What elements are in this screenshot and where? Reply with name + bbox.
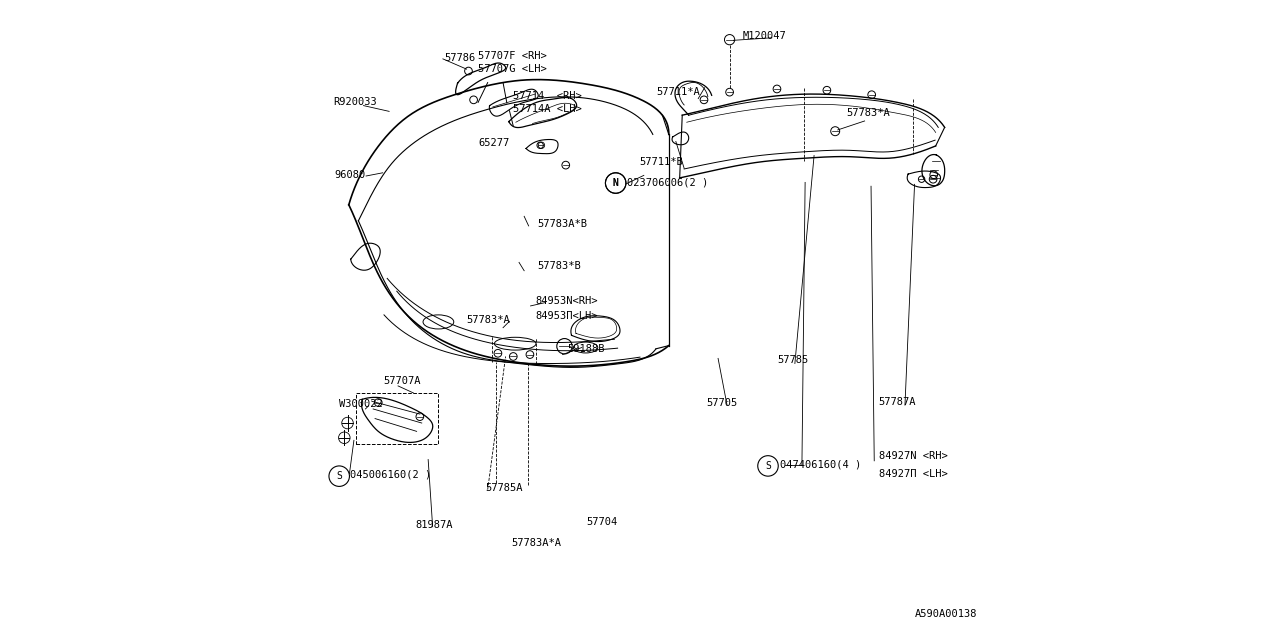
Text: 84927N <RH>: 84927N <RH>: [879, 451, 947, 461]
Text: 59188B: 59188B: [568, 344, 605, 355]
Text: 84953N<RH>: 84953N<RH>: [536, 296, 598, 306]
Text: 57707F <RH>: 57707F <RH>: [479, 51, 547, 61]
Text: 84953Π<LH>: 84953Π<LH>: [536, 310, 598, 321]
Text: 96080: 96080: [334, 170, 365, 180]
Text: W300022: W300022: [338, 399, 383, 409]
Text: 57705: 57705: [707, 398, 737, 408]
Text: S: S: [765, 461, 771, 471]
Text: N: N: [613, 178, 618, 188]
Text: S: S: [337, 471, 342, 481]
Text: 57783A*A: 57783A*A: [512, 538, 562, 548]
Text: 81987A: 81987A: [415, 520, 453, 530]
Text: 57711*B: 57711*B: [640, 157, 684, 167]
Text: R920033: R920033: [333, 97, 376, 108]
Text: 57785: 57785: [777, 355, 808, 365]
Text: 57704: 57704: [586, 517, 617, 527]
Text: 57711*A: 57711*A: [657, 86, 700, 97]
Text: 023706006(2 ): 023706006(2 ): [627, 177, 708, 188]
Text: 57786: 57786: [444, 52, 475, 63]
Text: 57707G <LH>: 57707G <LH>: [479, 64, 547, 74]
Text: M120047: M120047: [742, 31, 787, 42]
Text: 57785A: 57785A: [486, 483, 524, 493]
Text: 57783*A: 57783*A: [847, 108, 891, 118]
Text: 045006160(2 ): 045006160(2 ): [351, 470, 431, 480]
Text: 57707A: 57707A: [384, 376, 421, 387]
Text: 84927Π <LH>: 84927Π <LH>: [879, 468, 947, 479]
Text: N: N: [613, 178, 618, 188]
Text: 57783*B: 57783*B: [538, 260, 581, 271]
Text: 57783A*B: 57783A*B: [538, 219, 588, 229]
Text: 57787A: 57787A: [879, 397, 916, 407]
Text: 65277: 65277: [479, 138, 509, 148]
Text: 047406160(4 ): 047406160(4 ): [781, 460, 861, 470]
Text: 57714  <RH>: 57714 <RH>: [513, 91, 582, 101]
Text: 57714A <LH>: 57714A <LH>: [513, 104, 582, 114]
Text: A590A00138: A590A00138: [915, 609, 978, 620]
Bar: [356, 393, 438, 444]
Text: 57783*A: 57783*A: [466, 315, 509, 325]
